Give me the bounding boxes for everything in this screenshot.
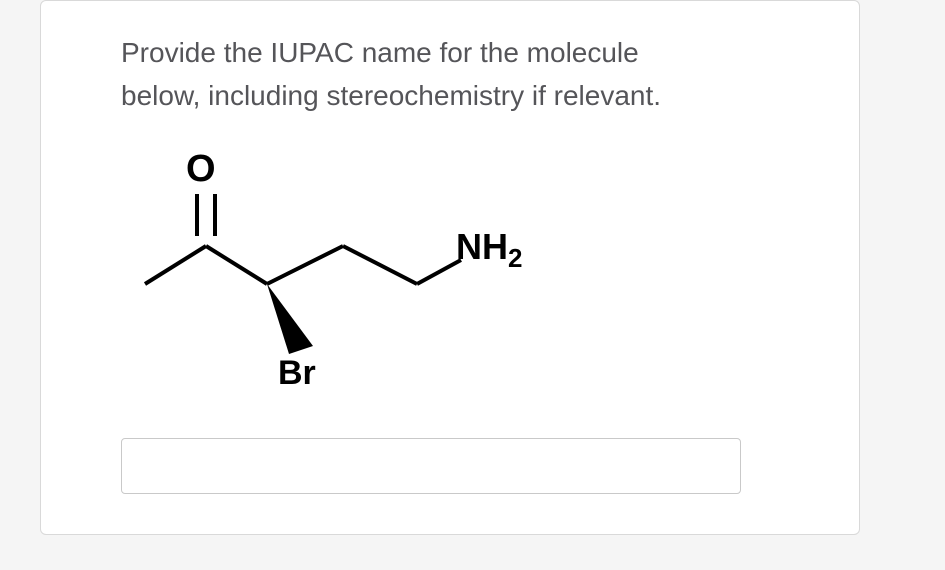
amine-label: NH2 bbox=[456, 226, 522, 274]
bromine-label: Br bbox=[278, 354, 316, 393]
question-card: Provide the IUPAC name for the molecule … bbox=[40, 0, 860, 535]
question-text: Provide the IUPAC name for the molecule … bbox=[121, 31, 799, 118]
prompt-line-1: Provide the IUPAC name for the molecule bbox=[121, 37, 639, 68]
oxygen-label: O bbox=[186, 148, 216, 191]
molecule-diagram: O NH2 Br bbox=[131, 148, 591, 398]
amine-sub: 2 bbox=[508, 243, 522, 273]
answer-input[interactable] bbox=[121, 438, 741, 494]
amine-nh: NH bbox=[456, 226, 508, 267]
prompt-line-2: below, including stereochemistry if rele… bbox=[121, 80, 661, 111]
